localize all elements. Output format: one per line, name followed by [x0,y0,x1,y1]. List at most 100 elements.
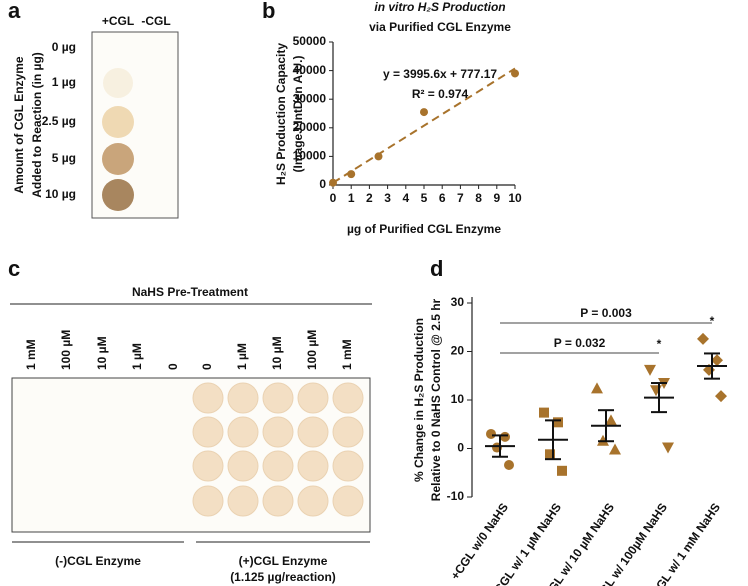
annotation: R² = 0.974 [412,87,469,101]
point [697,332,709,345]
y-axis-label: Relative to 0 NaHS Control @ 2.5 hr [429,298,443,501]
y-tick-label: 0 [319,177,326,191]
point [609,443,621,455]
column-label: 1 µM [235,343,249,370]
x-tick-label: +CGL w/0 NaHS [448,501,511,583]
spot [297,416,329,448]
spot [192,450,224,482]
column-label: 1 mM [340,339,354,370]
comparison-label: P = 0.032 [554,336,606,350]
group-label: (+)CGL Enzyme [239,554,328,568]
point [605,414,617,426]
spot [262,485,294,517]
column-label: 1 mM [24,339,38,370]
point [500,431,510,442]
y-tick-label: 30000 [293,91,327,105]
column-label: 10 µM [270,336,284,370]
x-tick-label: 2 [366,191,373,205]
column-label: 0 [166,363,180,370]
spot [102,143,134,175]
spot [332,450,364,482]
x-tick-label: 0 [330,191,337,205]
spot [297,450,329,482]
point [591,382,603,394]
point [715,390,727,403]
spot [262,382,294,414]
panel-label: b [262,0,275,23]
column-label: 100 µM [59,330,73,370]
spot [192,416,224,448]
point [662,442,674,454]
x-tick-label: 5 [421,191,428,205]
panel-label: a [8,0,21,23]
y-axis-label: Added to Reaction (in µg) [30,52,44,198]
annotation: y = 3995.6x + 777.17 [383,67,497,81]
spot [297,382,329,414]
y-tick-label: 20 [451,344,465,358]
x-tick-label: 4 [402,191,409,205]
y-axis-label: % Change in H₂S Production [412,318,426,482]
row-label: 2.5 µg [42,114,76,128]
x-tick-label: 1 [348,191,355,205]
y-axis-label: H₂S Production Capacity [274,43,288,185]
point [347,170,356,179]
x-axis-label: µg of Purified CGL Enzyme [347,222,501,236]
spot [192,382,224,414]
point [329,178,337,187]
group-label: (-)CGL Enzyme [55,554,141,568]
y-axis-label: (ImageJ IntDen A.U.) [291,56,305,173]
point [374,152,383,161]
column-label: 1 µM [130,343,144,370]
chart-title: in vitro H₂S Production [374,0,505,14]
y-tick-label: 10000 [293,149,327,163]
x-tick-label: 9 [493,191,500,205]
row-label: 1 µg [52,75,76,89]
column-label: -CGL [141,14,170,28]
x-tick-label: 7 [457,191,464,205]
trendline [332,67,516,184]
spot [227,450,259,482]
spot [297,485,329,517]
spot [227,382,259,414]
point [539,407,549,418]
significance-star: * [710,314,715,328]
y-tick-label: 50000 [293,34,327,48]
x-tick-label: 6 [439,191,446,205]
row-label: 0 µg [52,40,76,54]
spot [332,485,364,517]
column-label: 0 [200,363,214,370]
group-note: (1.125 µg/reaction) [230,570,336,584]
spot [102,106,134,138]
x-tick-label: 10 [508,191,522,205]
spot [262,450,294,482]
panel-c: NaHS Pre-Treatment (-)CGL Enzyme (+)CGL … [10,285,372,584]
x-tick-label: 8 [475,191,482,205]
header: NaHS Pre-Treatment [132,285,248,299]
point [557,465,567,476]
y-axis-label: Amount of CGL Enzyme [12,56,26,193]
spot [192,485,224,517]
y-tick-label: -10 [447,489,465,503]
y-tick-label: 30 [451,295,465,309]
spot [227,416,259,448]
panel-a: +CGL -CGL 0 µg 1 µg 2.5 µg 5 µg 10 µg Am… [12,14,179,219]
point [511,69,519,78]
y-tick-label: 10 [451,392,465,406]
row-label: 10 µg [45,187,76,201]
y-tick-label: 20000 [293,120,327,134]
point [420,108,428,117]
x-tick-label: 3 [384,191,391,205]
spot [262,416,294,448]
point [650,385,662,397]
chart-title: via Purified CGL Enzyme [369,20,511,34]
comparison-label: P = 0.003 [580,306,632,320]
significance-star: * [657,337,662,351]
point [545,449,555,460]
spot [227,485,259,517]
point [504,459,514,470]
y-tick-label: 0 [457,441,464,455]
point [553,417,563,428]
point [711,354,723,367]
spot [332,416,364,448]
